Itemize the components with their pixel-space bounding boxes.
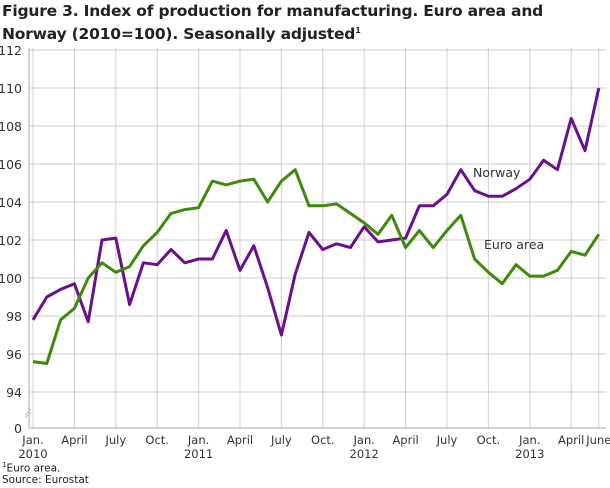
x-tick-label: April — [227, 433, 253, 447]
x-tick-label: Oct. — [145, 433, 169, 447]
x-tick-label: July — [270, 433, 292, 447]
y-tick-label: 104 — [0, 195, 22, 210]
y-tick-label: 0 — [14, 421, 22, 436]
chart-title: Figure 3. Index of production for manufa… — [2, 1, 608, 44]
x-tick-label: July — [104, 433, 126, 447]
y-tick-label: 106 — [0, 157, 22, 172]
x-tick-label: Oct. — [311, 433, 335, 447]
x-tick-label: June — [585, 433, 610, 447]
chart-title-text: Figure 3. Index of production for manufa… — [2, 2, 544, 44]
y-tick-label: 112 — [0, 43, 22, 58]
x-tick-label: April — [392, 433, 418, 447]
x-tick-label: April — [558, 433, 584, 447]
y-tick-label: 94 — [6, 385, 22, 400]
series-label-norway: Norway — [473, 165, 521, 180]
x-tick-label: Jan. — [353, 433, 375, 447]
x-tick-label: April — [61, 433, 87, 447]
x-tick-label: Oct. — [477, 433, 501, 447]
source-note: Source: Eurostat — [2, 474, 89, 486]
y-tick-label: 108 — [0, 119, 22, 134]
x-tick-year-label: 2013 — [515, 447, 544, 461]
y-tick-label: 98 — [6, 309, 22, 324]
title-footnote-mark: 1 — [355, 26, 361, 35]
x-tick-year-label: 2011 — [184, 447, 213, 461]
y-tick-label: 100 — [0, 271, 22, 286]
y-tick-label: 102 — [0, 233, 22, 248]
y-tick-label: 110 — [0, 81, 22, 96]
footnote-mark: 1 — [2, 461, 7, 469]
series-label-euro-area: Euro area — [484, 237, 544, 252]
x-tick-label: Jan. — [187, 433, 209, 447]
axis-break-mark — [24, 411, 32, 419]
x-tick-label: Jan. — [518, 433, 540, 447]
axis-break-mark — [24, 408, 32, 416]
y-tick-label: 96 — [6, 347, 22, 362]
x-tick-label: Jan. — [21, 433, 43, 447]
x-tick-year-label: 2010 — [18, 447, 47, 461]
series-line-euro-area — [32, 168, 601, 365]
footnote: 1Euro area. — [2, 461, 60, 475]
series-line-norway — [31, 87, 601, 337]
x-tick-label: July — [436, 433, 458, 447]
x-tick-year-label: 2012 — [350, 447, 379, 461]
footnote-text: Euro area. — [6, 462, 61, 475]
